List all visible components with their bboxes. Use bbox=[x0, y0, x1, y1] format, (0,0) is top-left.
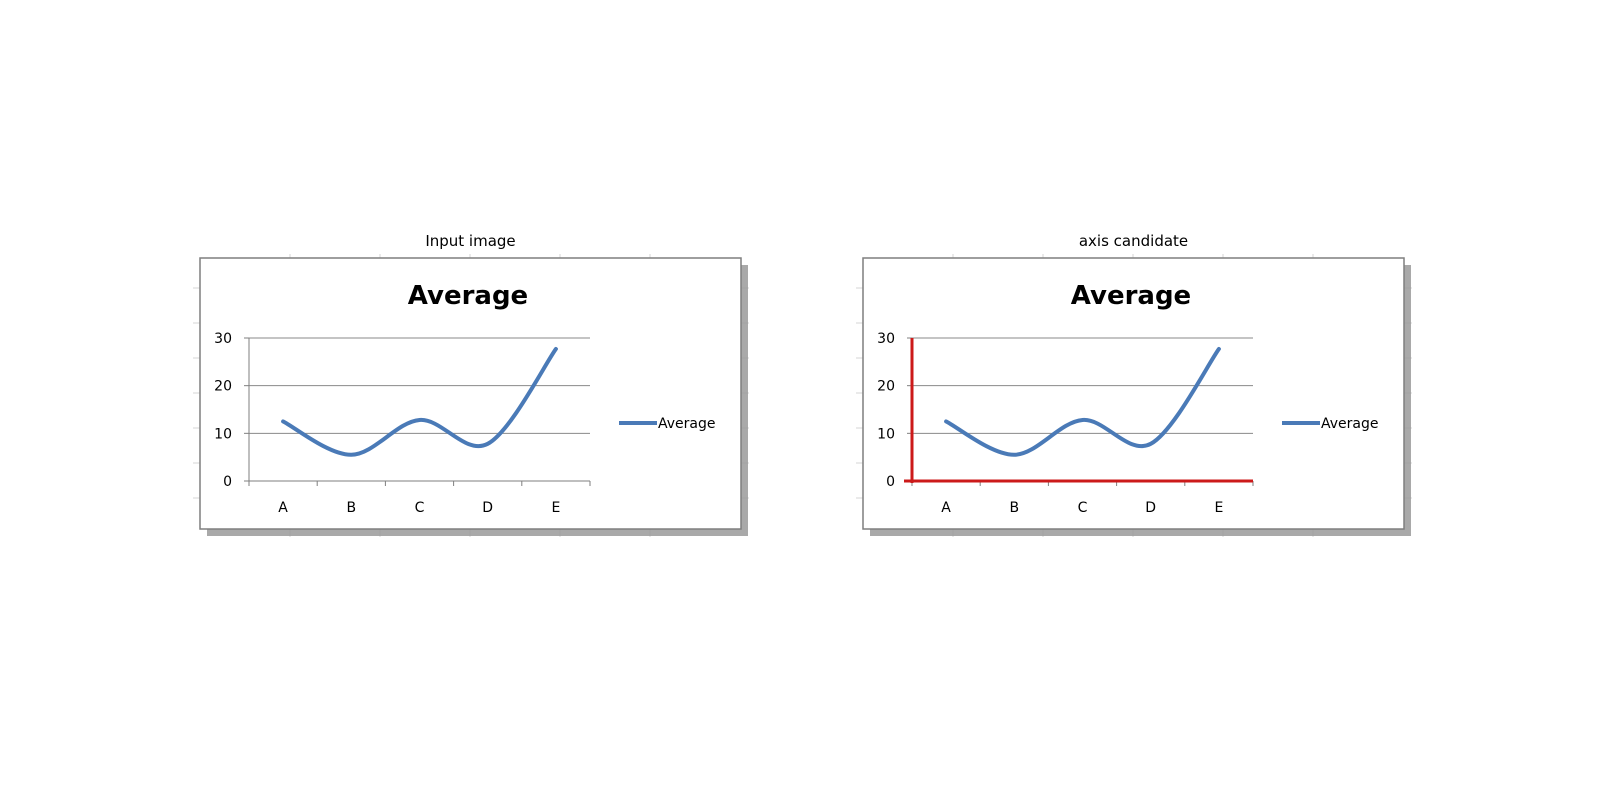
y-tick-label: 20 bbox=[214, 379, 232, 395]
x-tick-label: C bbox=[1078, 500, 1088, 516]
x-tick-labels: A B C D E bbox=[941, 500, 1223, 516]
x-tick-labels: A B C D E bbox=[278, 500, 560, 516]
y-tick-label: 0 bbox=[886, 474, 895, 490]
x-tick-label: C bbox=[415, 500, 425, 516]
panel-title: Input image bbox=[425, 232, 515, 250]
chart-panel-1: Input image Average 0 10 20 30 A B C D E Average bbox=[193, 232, 749, 537]
x-tick-label: D bbox=[1145, 500, 1156, 516]
y-tick-label: 0 bbox=[223, 474, 232, 490]
chart-panel-2: axis candidate Average 0 10 20 30 A B C D E Average bbox=[856, 232, 1412, 537]
y-tick-labels: 0 10 20 30 bbox=[214, 331, 232, 490]
x-tick-label: B bbox=[346, 500, 356, 516]
legend-label: Average bbox=[658, 416, 716, 432]
x-tick-label: A bbox=[941, 500, 951, 516]
x-tick-label: A bbox=[278, 500, 288, 516]
legend: Average bbox=[619, 416, 716, 432]
panel-title: axis candidate bbox=[1079, 232, 1188, 250]
chart-title: Average bbox=[408, 281, 528, 311]
y-tick-label: 30 bbox=[877, 331, 895, 347]
y-tick-label: 10 bbox=[214, 426, 232, 442]
x-tick-label: E bbox=[1214, 500, 1223, 516]
chart-frame bbox=[862, 257, 1405, 530]
x-tick-label: B bbox=[1009, 500, 1019, 516]
chart-title: Average bbox=[1071, 281, 1191, 311]
y-tick-labels: 0 10 20 30 bbox=[877, 331, 895, 490]
x-tick-label: E bbox=[551, 500, 560, 516]
x-tick-label: D bbox=[482, 500, 493, 516]
legend: Average bbox=[1282, 416, 1379, 432]
y-tick-label: 10 bbox=[877, 426, 895, 442]
y-tick-label: 30 bbox=[214, 331, 232, 347]
chart-frame bbox=[199, 257, 742, 530]
y-tick-label: 20 bbox=[877, 379, 895, 395]
legend-label: Average bbox=[1321, 416, 1379, 432]
